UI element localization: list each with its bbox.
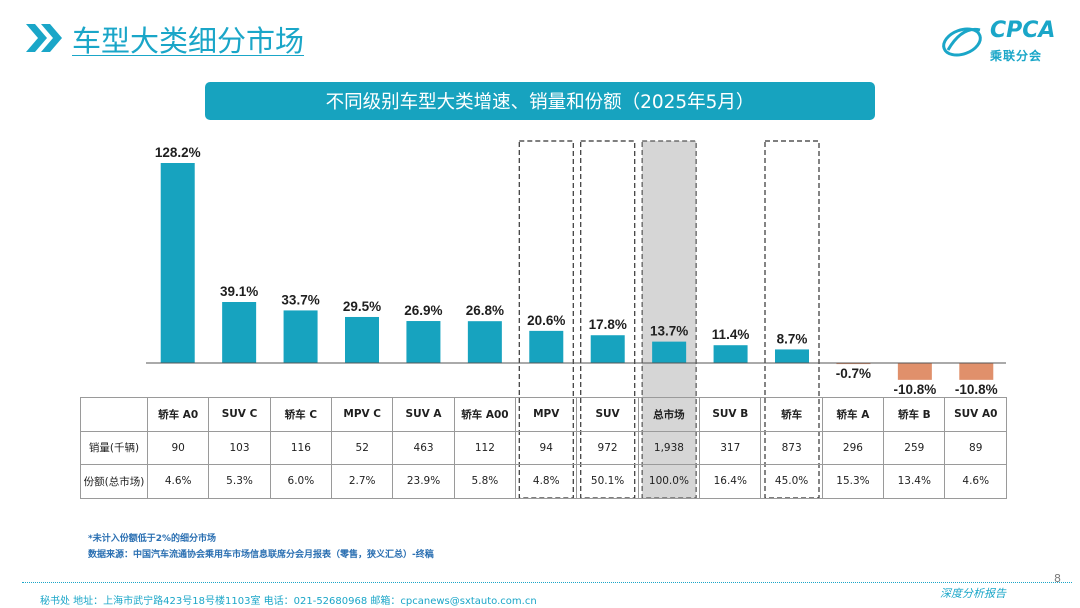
bar-value-label: 128.2% [155, 145, 201, 160]
bar [590, 335, 625, 363]
highlight-box [518, 140, 574, 499]
double-chevron-icon [26, 24, 62, 52]
table-cell: 13.4% [883, 464, 946, 499]
table-cell: 5.8% [453, 464, 517, 499]
category-header-cell: 总市场 [637, 397, 701, 432]
table-cell: 2.7% [331, 464, 394, 499]
table-cell: 972 [576, 430, 639, 465]
table-cell: 873 [760, 430, 823, 465]
bar [713, 345, 748, 363]
bar [406, 321, 441, 363]
category-header-cell: 轿车 B [883, 397, 946, 432]
bar-value-label: 26.9% [404, 303, 442, 318]
table-cell: 23.9% [392, 464, 455, 499]
logo-wordmark: CPCA [990, 18, 1056, 43]
table-corner-cell [80, 397, 148, 432]
category-header-cell: SUV A0 [944, 397, 1007, 432]
table-cell: 94 [515, 430, 578, 465]
table-row: 份额(总市场) 4.6% 5.3% 6.0% 2.7% 23.9% 5.8% 4.8% 50.1… [80, 464, 1007, 499]
bar-value-label: 39.1% [220, 284, 258, 299]
footnote-source: 数据来源：中国汽车流通协会乘用车市场信息联席分会月报表（零售，狭义汇总）-终稿 [88, 550, 434, 560]
table-cell: 4.6% [146, 464, 210, 499]
footer-report-label: 深度分析报告 [940, 587, 1006, 600]
table-cell: 112 [453, 430, 517, 465]
table-cell: 296 [821, 430, 885, 465]
table-cell: 15.3% [821, 464, 885, 499]
table-cell: 1,938 [637, 430, 701, 465]
bar-value-label: 11.4% [712, 327, 750, 342]
bar [959, 363, 994, 380]
bar-value-label: 13.7% [650, 324, 688, 339]
footer-divider [22, 582, 1072, 583]
highlight-box [580, 140, 636, 499]
bar [467, 321, 502, 363]
bar [283, 310, 318, 363]
table-cell: 4.6% [944, 464, 1007, 499]
bar [529, 330, 564, 363]
table-cell: 116 [269, 430, 333, 465]
bar-value-label: 29.5% [343, 299, 381, 314]
category-header-cell: 轿车 A [821, 397, 885, 432]
table-row: 销量(千辆) 90 103 116 52 463 112 94 972 1,938 317 873 29… [80, 430, 1007, 465]
table-cell: 16.4% [699, 464, 762, 499]
table-header-row: 轿车 A0 SUV C 轿车 C MPV C SUV A 轿车 A00 MPV SUV 总市场 S… [80, 397, 1007, 432]
category-header-cell: 轿车 C [269, 397, 333, 432]
bar-value-label: 20.6% [527, 313, 565, 328]
table-cell: 103 [208, 430, 271, 465]
bar-value-label: 17.8% [589, 317, 627, 332]
category-header-cell: MPV C [331, 397, 394, 432]
category-header-cell: 轿车 A0 [146, 397, 210, 432]
table-cell: 90 [146, 430, 210, 465]
table-cell: 50.1% [576, 464, 639, 499]
category-header-cell: 轿车 [760, 397, 823, 432]
category-header-cell: SUV A [392, 397, 455, 432]
table-cell: 5.3% [208, 464, 271, 499]
data-table: 轿车 A0 SUV C 轿车 C MPV C SUV A 轿车 A00 MPV SUV 总市场 S… [80, 397, 1007, 499]
chart-title: 不同级别车型大类增速、销量和份额（2025年5月） [205, 82, 875, 120]
table-cell: 100.0% [637, 464, 701, 499]
table-cell: 52 [331, 430, 394, 465]
category-header-cell: SUV [576, 397, 639, 432]
bar [836, 363, 871, 365]
bar-value-label: 33.7% [281, 292, 319, 307]
category-header-cell: MPV [515, 397, 578, 432]
footer-contact: 秘书处 地址：上海市武宁路423号18号楼1103室 电话：021-526809… [40, 596, 537, 607]
bar-value-label: 26.8% [466, 303, 504, 318]
table-cell: 317 [699, 430, 762, 465]
bar [222, 302, 257, 363]
bar-value-label: -10.8% [893, 382, 936, 397]
row-label-cell: 份额(总市场) [80, 464, 148, 499]
table-cell: 463 [392, 430, 455, 465]
page-title: 车型大类细分市场 [72, 24, 305, 58]
cpca-logo-icon [942, 27, 982, 57]
table-cell: 45.0% [760, 464, 823, 499]
bar-value-label: 8.7% [777, 331, 808, 346]
highlight-box [764, 140, 820, 499]
page-number: 8 [1054, 572, 1061, 585]
table-cell: 4.8% [515, 464, 578, 499]
category-header-cell: SUV C [208, 397, 271, 432]
row-label-cell: 销量(千辆) [80, 430, 148, 465]
bar-value-label: -10.8% [955, 382, 998, 397]
footnote-share: *未计入份额低于2%的细分市场 [88, 534, 216, 544]
category-header-cell: SUV B [699, 397, 762, 432]
bar [775, 349, 809, 363]
bar [160, 163, 195, 363]
table-cell: 89 [944, 430, 1007, 465]
bar [345, 316, 379, 363]
logo-subtitle: 乘联分会 [990, 49, 1043, 63]
bar [897, 363, 932, 380]
bar [652, 341, 687, 363]
category-header-cell: 轿车 A00 [453, 397, 517, 432]
bar-value-label: -0.7% [836, 366, 871, 381]
table-cell: 6.0% [269, 464, 333, 499]
table-cell: 259 [883, 430, 946, 465]
